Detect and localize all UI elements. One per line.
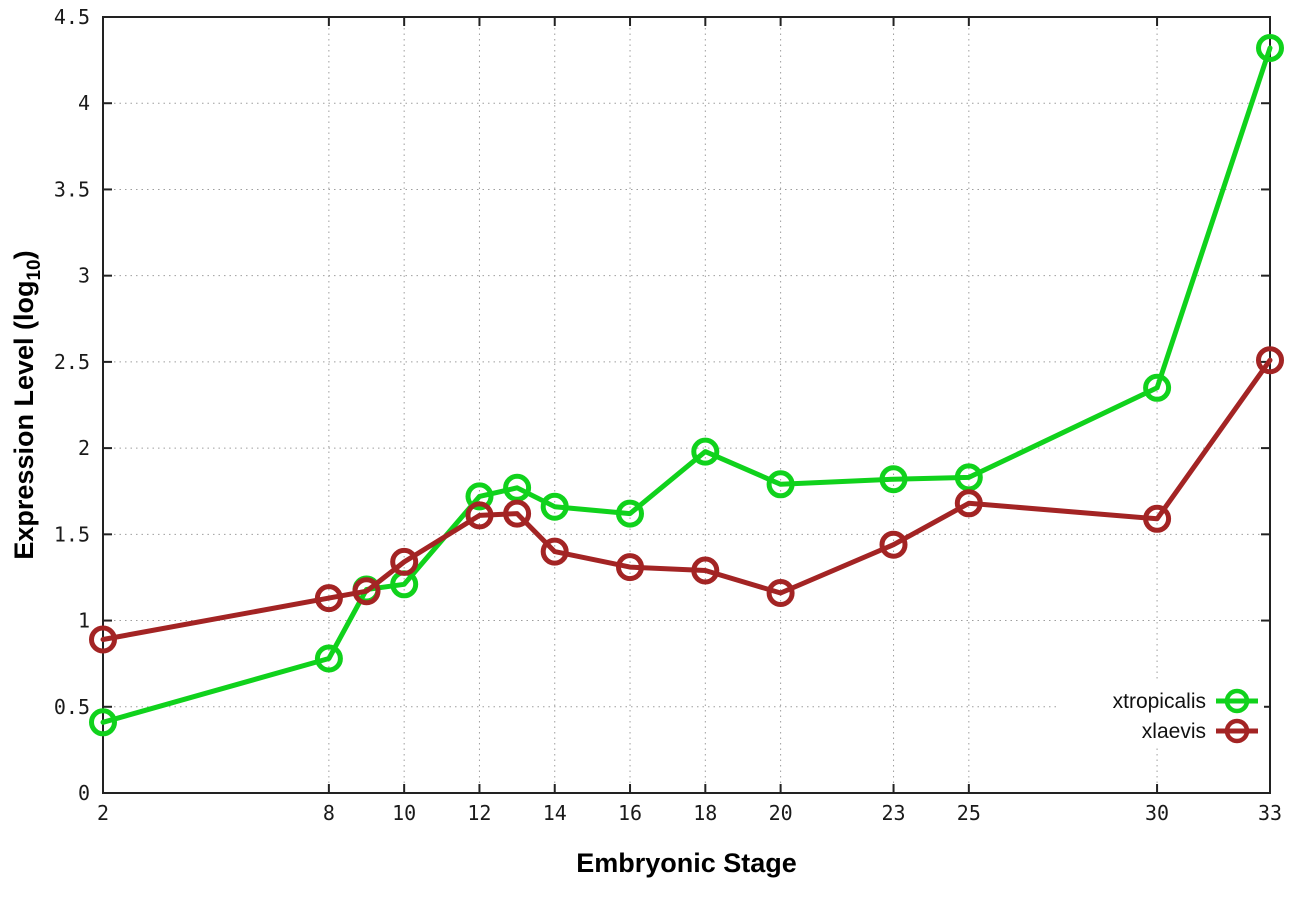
legend-label-xlaevis: xlaevis [1142,720,1206,743]
legend-marker-xlaevis [1224,718,1250,744]
data-point-xtropicalis-stage-14 [540,492,569,521]
y-tick-label: 1 [78,609,90,633]
plot-border [102,16,1271,794]
data-point-xlaevis-stage-20 [766,579,795,607]
data-point-xtropicalis-stage-20 [766,470,795,499]
data-point-xlaevis-stage-10 [390,547,419,576]
data-point-xtropicalis-stage-25 [954,463,983,492]
data-point-xlaevis-stage-9 [352,577,381,606]
y-tick-label: 2.5 [54,350,90,374]
y-tick-label: 0.5 [54,695,90,719]
series-line-xlaevis [100,357,1273,642]
data-point-xlaevis-stage-33 [1256,346,1284,375]
x-tick-label: 18 [693,801,717,825]
x-tick-label: 14 [543,801,567,825]
data-point-xtropicalis-stage-30 [1143,373,1172,402]
data-point-xlaevis-stage-14 [540,537,569,566]
data-point-xtropicalis-stage-16 [616,499,644,528]
y-tick-label: 4 [78,91,90,115]
data-point-xtropicalis-stage-13 [503,473,532,502]
data-point-xtropicalis-stage-12 [465,482,494,511]
data-point-xlaevis-stage-8 [314,584,343,613]
x-tick-label: 30 [1145,801,1169,825]
y-tick-label: 4.5 [54,5,90,29]
legend-marker-xtropicalis [1224,688,1250,714]
series-line-xtropicalis [100,45,1273,725]
x-axis-title: Embryonic Stage [576,848,797,878]
x-tick-label: 2 [97,801,109,825]
y-tick-label: 3 [78,264,90,288]
data-point-xlaevis-stage-18 [691,556,720,585]
y-axis-title: Expression Level (log10) [9,250,45,559]
x-tick-label: 33 [1258,801,1282,825]
data-point-xtropicalis-stage-18 [691,437,720,466]
x-tick-label: 20 [769,801,793,825]
y-tick-label: 1.5 [54,522,90,546]
x-tick-label: 12 [467,801,491,825]
x-tick-label: 23 [882,801,906,825]
x-tick-label: 25 [957,801,981,825]
data-point-xlaevis-stage-12 [465,501,494,530]
data-point-xtropicalis-stage-23 [879,465,908,494]
x-tick-label: 10 [392,801,416,825]
data-point-xlaevis-stage-16 [616,553,644,582]
legend: xtropicalis xlaevis [1056,682,1264,748]
x-tick-label: 8 [323,801,335,825]
data-point-xtropicalis-stage-2 [89,708,117,737]
legend-label-xtropicalis: xtropicalis [1113,690,1206,713]
data-point-xlaevis-stage-2 [89,625,117,654]
data-point-xlaevis-stage-13 [503,499,532,528]
y-tick-label: 0 [78,781,90,805]
x-tick-label: 16 [618,801,642,825]
y-tick-label: 3.5 [54,177,90,201]
data-point-xlaevis-stage-25 [954,489,983,518]
data-point-xtropicalis-stage-33 [1256,34,1284,62]
data-point-xlaevis-stage-30 [1143,504,1172,533]
data-point-xtropicalis-stage-8 [314,644,343,673]
data-point-xlaevis-stage-23 [879,530,908,559]
y-tick-label: 2 [78,436,90,460]
